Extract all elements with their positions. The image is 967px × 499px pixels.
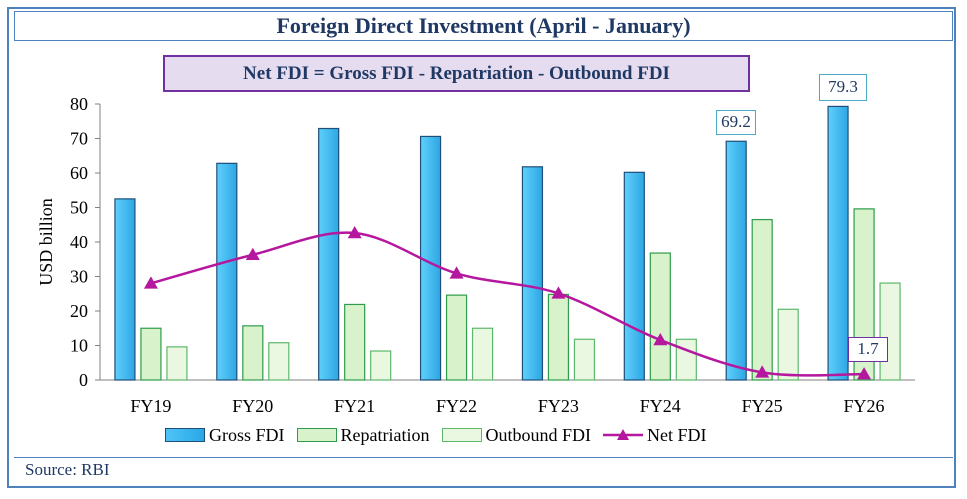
y-tick-label-20: 20 [70, 301, 88, 321]
legend-swatch-gross-fdi [165, 428, 205, 442]
x-tick-label-fy25: FY25 [742, 396, 783, 416]
bar-gross-fdi-fy20 [216, 162, 238, 381]
y-tick-label-80: 80 [70, 94, 88, 114]
net-fdi-point-fy23 [551, 286, 566, 299]
bar-repatriation-fy20 [242, 325, 264, 381]
bar-gross-fdi-fy24 [623, 171, 645, 381]
legend-item-outbound-fdi: Outbound FDI [441, 424, 592, 446]
legend-swatch-net-fdi [603, 429, 644, 440]
x-tick-label-fy24: FY24 [640, 396, 681, 416]
x-tick-label-fy20: FY20 [232, 396, 273, 416]
legend-label-outbound-fdi: Outbound FDI [485, 424, 592, 445]
legend-label-repatriation: Repatriation [340, 424, 430, 445]
callout-gross-fy25: 69.2 [716, 110, 756, 135]
legend-item-gross-fdi: Gross FDI [165, 425, 285, 446]
bar-outbound-fdi-fy20 [268, 342, 290, 381]
legend-item-repatriation: Repatriation [296, 424, 430, 446]
net-fdi-point-fy19 [143, 276, 158, 289]
chart-frame [7, 7, 956, 488]
x-tick-label-fy21: FY21 [334, 396, 375, 416]
y-tick-label-40: 40 [70, 232, 88, 252]
legend-swatch-repatriation [296, 428, 337, 442]
y-tick-label-70: 70 [70, 129, 88, 149]
bar-outbound-fdi-fy19 [166, 346, 188, 381]
net-fdi-line [150, 231, 865, 377]
bar-repatriation-fy25 [751, 218, 773, 381]
net-fdi-point-fy22 [449, 266, 464, 279]
bar-repatriation-fy24 [649, 252, 671, 381]
net-fdi-point-fy24 [653, 332, 668, 346]
bar-outbound-fdi-fy24 [675, 338, 697, 381]
callout-net-fy26: 1.7 [848, 337, 888, 362]
legend-item-net-fdi: Net FDI [603, 425, 707, 446]
legend: Gross FDI Repatriation Outbound FDI Net … [165, 423, 719, 447]
net-fdi-point-fy20 [245, 247, 260, 261]
chart-title: Foreign Direct Investment (April - Janua… [276, 13, 691, 38]
bar-outbound-fdi-fy21 [370, 350, 392, 381]
x-tick-label-fy26: FY26 [844, 396, 885, 416]
bar-repatriation-fy22 [445, 294, 468, 381]
source-text: Source: RBI [25, 460, 110, 479]
y-tick-label-30: 30 [70, 267, 88, 287]
bar-outbound-fdi-fy23 [573, 338, 596, 381]
y-tick-label-0: 0 [79, 370, 88, 390]
y-tick-label-50: 50 [70, 198, 88, 218]
bar-outbound-fdi-fy25 [777, 308, 799, 381]
x-tick-label-fy19: FY19 [130, 396, 171, 416]
bar-repatriation-fy23 [547, 293, 570, 381]
bar-gross-fdi-fy25 [725, 140, 747, 381]
title-bar: Foreign Direct Investment (April - Janua… [14, 11, 953, 41]
net-fdi-point-fy21 [347, 226, 362, 239]
legend-swatch-outbound-fdi [441, 428, 482, 442]
bar-gross-fdi-fy23 [521, 166, 544, 381]
callout-gross-fy26: 79.3 [819, 74, 867, 101]
net-fdi-point-fy26 [857, 367, 872, 380]
bar-repatriation-fy21 [344, 303, 366, 381]
bar-gross-fdi-fy26 [827, 105, 849, 381]
y-axis-title: USD billion [36, 198, 56, 286]
net-fdi-point-fy25 [755, 365, 770, 378]
formula-box: Net FDI = Gross FDI - Repatriation - Out… [163, 55, 750, 92]
source-bar: Source: RBI [14, 457, 953, 485]
y-tick-label-10: 10 [70, 336, 88, 356]
legend-label-net-fdi: Net FDI [647, 424, 707, 445]
bar-outbound-fdi-fy22 [471, 327, 494, 381]
bar-gross-fdi-fy21 [318, 127, 340, 381]
bar-repatriation-fy19 [140, 327, 162, 381]
legend-label-gross-fdi: Gross FDI [209, 424, 285, 445]
bar-outbound-fdi-fy26 [879, 282, 901, 381]
x-tick-label-fy22: FY22 [436, 396, 477, 416]
bar-gross-fdi-fy19 [114, 198, 136, 381]
x-tick-label-fy23: FY23 [538, 396, 579, 416]
y-tick-label-60: 60 [70, 163, 88, 183]
